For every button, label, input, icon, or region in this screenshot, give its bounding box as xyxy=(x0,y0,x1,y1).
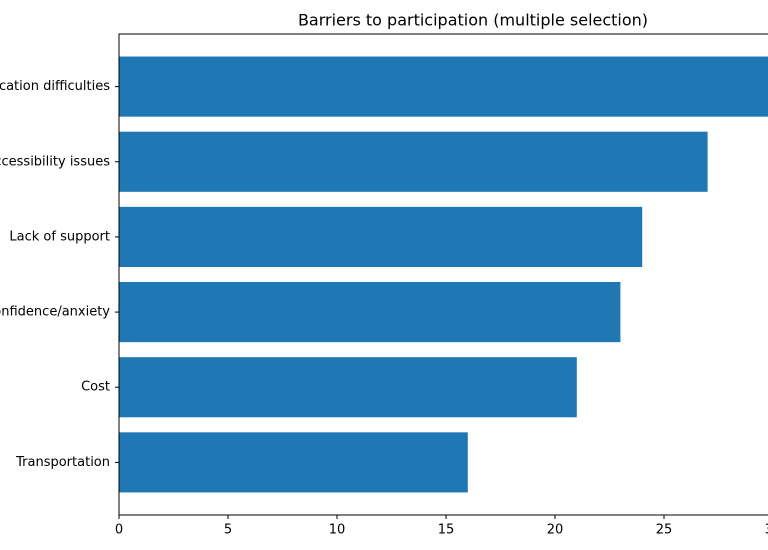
x-tick-label: 0 xyxy=(115,523,123,538)
bar xyxy=(119,432,468,493)
bar xyxy=(119,282,621,343)
x-tick-label: 10 xyxy=(329,523,346,538)
y-tick-label: onfidence/anxiety xyxy=(0,305,110,320)
y-tick-label: ccessibility issues xyxy=(0,154,110,169)
plot-frame xyxy=(118,33,768,516)
x-tick-label: 20 xyxy=(547,523,564,538)
bar xyxy=(119,206,643,267)
bar xyxy=(119,357,577,418)
y-tick-label: Lack of support xyxy=(9,229,110,244)
y-tick-label: Transportation xyxy=(15,455,110,470)
x-tick-label: 30 xyxy=(765,523,768,538)
y-tick-label: Cost xyxy=(81,380,110,395)
x-tick-label: 25 xyxy=(656,523,673,538)
chart-title: Barriers to participation (multiple sele… xyxy=(298,11,648,30)
bar xyxy=(119,131,708,192)
x-tick-label: 15 xyxy=(438,523,455,538)
bar xyxy=(119,56,768,117)
y-tick-label: cation difficulties xyxy=(0,79,110,94)
x-tick-label: 5 xyxy=(224,523,232,538)
